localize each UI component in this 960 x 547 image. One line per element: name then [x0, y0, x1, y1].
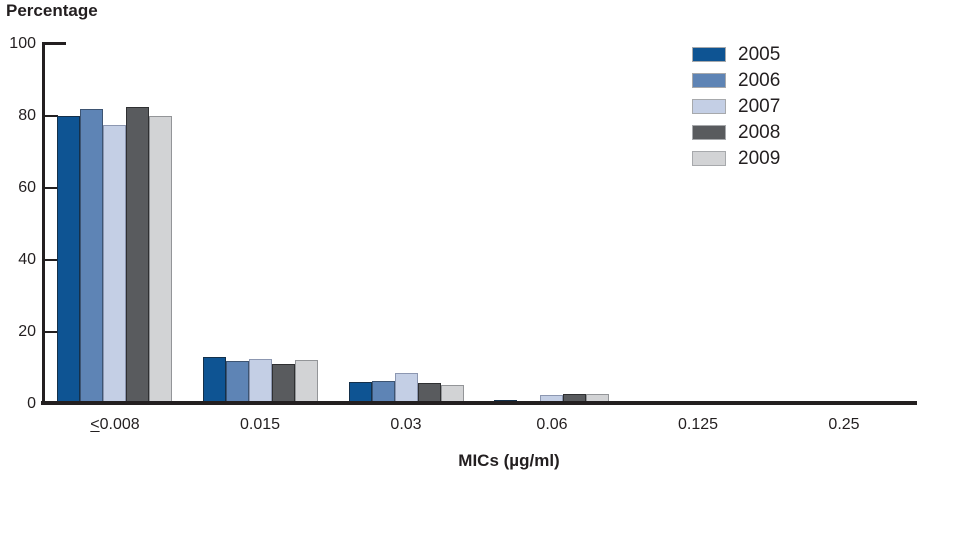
y-tick-label: 80 — [18, 107, 36, 124]
bar-2008-≤0.008 — [126, 107, 149, 404]
y-tick-label: 60 — [18, 179, 36, 196]
legend-label-2006: 2006 — [738, 70, 781, 91]
x-axis-line — [41, 401, 917, 405]
bar-2007-≤0.008 — [103, 125, 126, 404]
legend-label-2005: 2005 — [738, 44, 781, 65]
x-category-label: 0.015 — [239, 416, 281, 433]
y-tick-label: 40 — [18, 251, 36, 268]
legend-swatch-2006 — [692, 73, 726, 88]
bar-2005-0.015 — [203, 357, 226, 404]
y-axis-line — [42, 42, 45, 404]
bar-2007-0.03 — [395, 373, 418, 404]
y-tick — [43, 331, 58, 333]
legend-label-2007: 2007 — [738, 96, 781, 117]
legend-label-2008: 2008 — [738, 122, 781, 143]
legend-swatch-2008 — [692, 125, 726, 140]
bar-2008-0.015 — [272, 364, 295, 404]
bar-2005-≤0.008 — [57, 116, 80, 404]
legend-swatch-2007 — [692, 99, 726, 114]
legend-label-2009: 2009 — [738, 148, 781, 169]
legend-swatch-2009 — [692, 151, 726, 166]
bar-2009-≤0.008 — [149, 116, 172, 404]
bar-2009-0.015 — [295, 360, 318, 404]
x-category-label: 0.25 — [828, 416, 860, 433]
y-axis-title: Percentage — [6, 1, 98, 20]
legend-swatch-2005 — [692, 47, 726, 62]
x-category-label: 0.03 — [390, 416, 422, 433]
x-category-label: <0.008 — [90, 416, 140, 433]
y-tick-label: 20 — [18, 323, 36, 340]
bar-2006-0.015 — [226, 361, 249, 404]
y-tick — [43, 259, 58, 261]
y-tick-label: 100 — [9, 35, 36, 52]
y-tick — [43, 115, 58, 117]
x-category-label: 0.06 — [536, 416, 568, 433]
x-category-label: 0.125 — [677, 416, 719, 433]
y-axis-top-tick — [42, 42, 66, 45]
x-axis-title: MICs (µg/ml) — [458, 451, 560, 470]
bar-2007-0.015 — [249, 359, 272, 404]
bar-2006-≤0.008 — [80, 109, 103, 404]
y-tick — [43, 187, 58, 189]
y-tick-label: 0 — [27, 395, 36, 412]
